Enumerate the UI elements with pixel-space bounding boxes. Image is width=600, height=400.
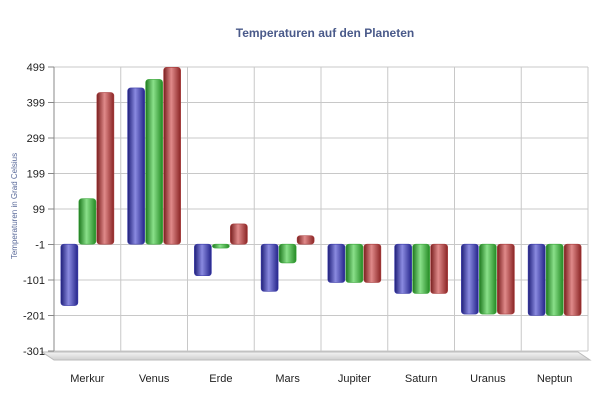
y-tick-label: -101 (23, 275, 45, 287)
bar-erde-2 (212, 243, 230, 249)
bar-saturn-2 (412, 243, 430, 294)
chart-floor (40, 351, 592, 361)
bar-erde-3 (230, 223, 248, 245)
x-category-label: Saturn (405, 373, 437, 385)
bar-mars-1 (260, 243, 279, 292)
bar-neptun-1 (527, 243, 546, 316)
x-category-label: Neptun (537, 373, 572, 385)
y-axis-label: Temperaturen in Grad Celsius (10, 153, 19, 259)
y-tick-label: -301 (23, 346, 45, 358)
bar-mars-3 (296, 235, 315, 245)
y-tick-label: 399 (27, 98, 45, 110)
bar-venus-1 (127, 87, 145, 245)
y-tick-label: 499 (27, 62, 45, 74)
bar-neptun-3 (563, 243, 582, 316)
y-tick-label: -201 (23, 311, 45, 323)
chart-title: Temperaturen auf den Planeten (236, 26, 414, 40)
bar-uranus-1 (461, 243, 479, 315)
x-category-label: Jupiter (338, 373, 371, 385)
x-category-label: Erde (209, 373, 232, 385)
x-category-label: Venus (139, 373, 170, 385)
bar-merkur-3 (96, 92, 115, 245)
bars-layer (60, 67, 582, 316)
bar-merkur-1 (60, 243, 79, 306)
x-category-label: Merkur (70, 373, 105, 385)
x-categories: Merkur Venus Erde Mars Jupiter Saturn Uranus Ne… (70, 373, 572, 385)
y-ticks: -301 -201 -101 -1 99 199 299 399 499 (23, 62, 45, 358)
bar-venus-3 (163, 67, 181, 245)
bar-erde-1 (194, 243, 212, 277)
bar-uranus-3 (497, 243, 515, 315)
y-tick-label: 299 (27, 133, 45, 145)
floor-3d (40, 351, 592, 361)
bar-uranus-2 (479, 243, 497, 315)
y-tick-label: -1 (35, 240, 45, 252)
bar-venus-2 (145, 79, 163, 245)
y-tick-label: 199 (27, 169, 45, 181)
bar-merkur-2 (78, 198, 97, 245)
bar-saturn-3 (430, 243, 448, 294)
bar-jupiter-2 (345, 243, 364, 283)
bar-jupiter-3 (363, 243, 382, 283)
bar-jupiter-1 (327, 243, 346, 283)
bar-mars-2 (278, 243, 297, 264)
x-category-label: Uranus (470, 373, 506, 385)
bar-neptun-2 (545, 243, 564, 316)
y-tick-label: 99 (33, 204, 45, 216)
x-category-label: Mars (275, 373, 300, 385)
bar-saturn-1 (394, 243, 412, 294)
